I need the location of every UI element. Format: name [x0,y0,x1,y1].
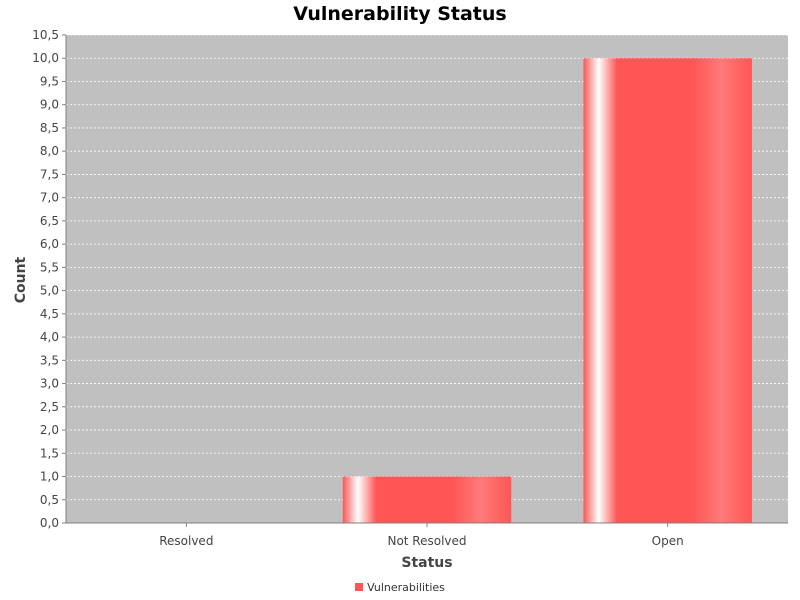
y-tick-label: 9,0 [40,98,59,112]
bar-not-resolved [342,476,512,523]
y-tick-label: 8,5 [40,121,59,135]
y-tick-label: 9,5 [40,74,59,88]
bar-open [583,58,752,523]
y-tick-label: 3,5 [40,353,59,367]
y-tick-label: 10,0 [32,51,59,65]
legend: Vulnerabilities [0,581,800,594]
y-tick-label: 5,0 [40,284,59,298]
y-tick-label: 0,5 [40,493,59,507]
y-tick-label: 6,0 [40,237,59,251]
x-tick-label: Open [652,534,684,548]
y-tick-label: 4,0 [40,330,59,344]
legend-label: Vulnerabilities [367,581,445,594]
x-tick-label: Not Resolved [387,534,466,548]
x-axis-title: Status [401,555,453,571]
y-tick-label: 7,5 [40,167,59,181]
y-tick-label: 2,0 [40,423,59,437]
y-tick-label: 8,0 [40,144,59,158]
chart-title: Vulnerability Status [293,3,507,25]
y-tick-label: 3,0 [40,377,59,391]
y-tick-label: 0,0 [40,516,59,530]
y-tick-label: 2,5 [40,400,59,414]
x-tick-label: Resolved [159,534,213,548]
y-tick-label: 1,5 [40,446,59,460]
y-axis-title-text: Count [13,256,29,304]
legend-swatch [355,583,364,591]
y-tick-label: 1,0 [40,470,59,484]
y-tick-label: 4,5 [40,307,59,321]
y-tick-label: 5,5 [40,260,59,274]
y-tick-label: 7,0 [40,191,59,205]
y-tick-label: 6,5 [40,214,59,228]
y-tick-label: 10,5 [32,28,59,42]
